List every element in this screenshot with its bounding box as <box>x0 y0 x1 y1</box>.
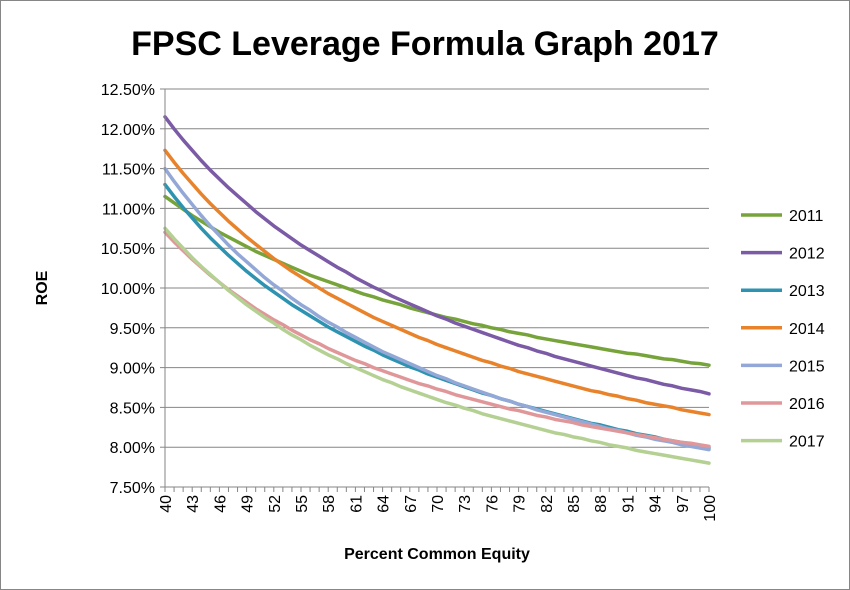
y-tick-label: 12.00% <box>101 122 155 139</box>
axes <box>164 89 710 492</box>
y-tick-label: 8.00% <box>110 440 155 457</box>
x-tick-label: 49 <box>240 495 257 513</box>
legend-label-2016: 2016 <box>789 396 825 413</box>
gridlines <box>160 88 709 488</box>
x-tick-label: 82 <box>539 495 556 513</box>
legend-label-2012: 2012 <box>789 246 825 263</box>
x-tick-label: 94 <box>648 495 665 513</box>
legend-label-2011: 2011 <box>789 208 824 225</box>
series-line-2016 <box>163 230 711 449</box>
x-tick-label: 55 <box>294 495 311 513</box>
x-tick-label: 97 <box>675 495 692 513</box>
series-lines <box>163 115 711 465</box>
y-tick-label: 11.50% <box>102 162 155 179</box>
series-line-2011 <box>163 194 711 367</box>
x-tick-label: 88 <box>593 495 610 513</box>
x-tick-label: 100 <box>702 495 719 522</box>
x-tick-label: 85 <box>566 495 583 513</box>
series-line-2012 <box>163 115 711 396</box>
x-tick-label: 43 <box>185 495 202 513</box>
y-tick-label: 11.00% <box>102 201 155 218</box>
x-tick-label: 91 <box>620 495 637 513</box>
y-tick-label: 12.50% <box>101 82 155 99</box>
legend-label-2015: 2015 <box>789 358 825 375</box>
x-axis-title: Percent Common Equity <box>344 546 530 563</box>
x-tick-label: 73 <box>457 495 474 513</box>
x-axis-tick-labels: 40 43 46 49 52 55 58 61 64 67 70 73 76 79 82 85 88 91 94 97… <box>158 495 719 522</box>
y-axis-title: ROE <box>34 270 51 305</box>
x-tick-label: 67 <box>403 495 420 513</box>
x-tick-label: 58 <box>321 495 338 513</box>
x-tick-label: 79 <box>512 495 529 513</box>
x-tick-label: 40 <box>158 495 175 513</box>
legend-label-2017: 2017 <box>789 434 825 451</box>
y-tick-label: 9.00% <box>110 361 155 378</box>
x-tick-label: 52 <box>267 495 284 513</box>
x-tick-label: 76 <box>484 495 501 513</box>
y-tick-label: 10.00% <box>101 281 155 298</box>
legend-label-2014: 2014 <box>789 321 825 338</box>
y-tick-label: 8.50% <box>110 400 155 417</box>
x-tick-label: 61 <box>348 495 365 513</box>
y-tick-label: 9.50% <box>110 321 155 338</box>
series-line-2014 <box>163 148 711 417</box>
y-tick-label: 10.50% <box>101 241 155 258</box>
series-line-2017 <box>163 226 711 465</box>
legend-label-2013: 2013 <box>789 283 825 300</box>
legend: 2011 2012 2013 2014 2015 2016 2017 <box>741 208 825 451</box>
x-tick-label: 64 <box>376 495 393 513</box>
y-axis-tick-labels: 7.50% 8.00% 8.50% 9.00% 9.50% 10.00% 10.50% 11.… <box>101 82 155 497</box>
chart-title: FPSC Leverage Formula Graph 2017 <box>131 25 719 63</box>
x-tick-label: 70 <box>430 495 447 513</box>
x-tick-label: 46 <box>212 495 229 513</box>
y-tick-label: 7.50% <box>110 480 155 497</box>
